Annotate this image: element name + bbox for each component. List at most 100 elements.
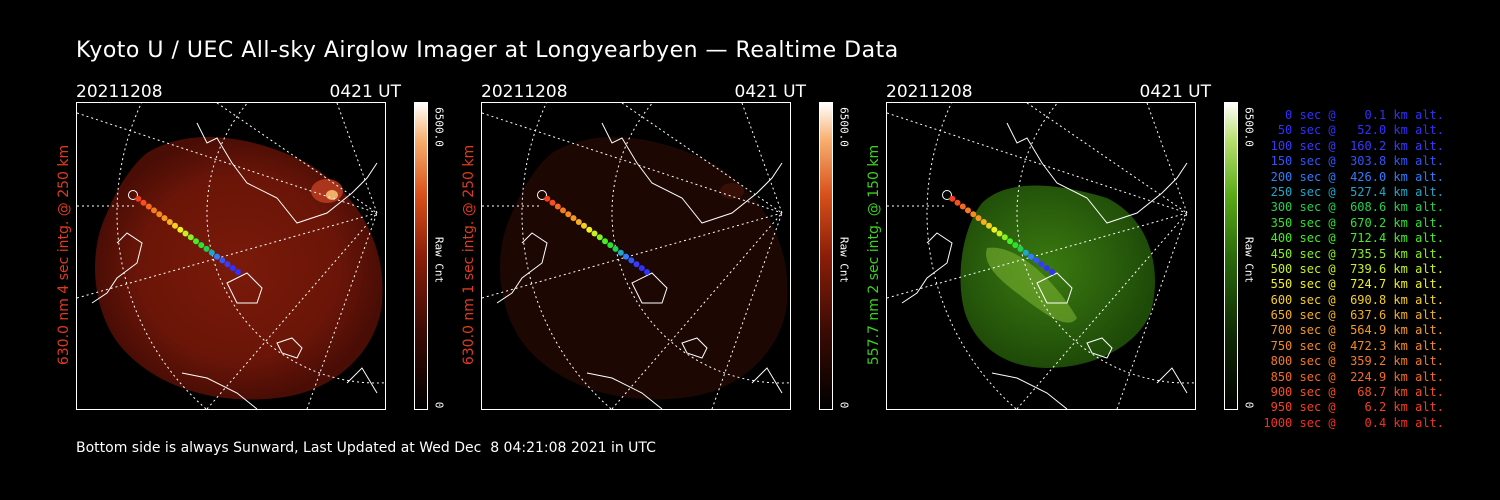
trajectory-dot [575, 219, 582, 225]
trajectory-dot [1017, 245, 1024, 252]
colorbar-max: 6500.0 [432, 107, 446, 147]
trajectory-dot [591, 230, 598, 237]
trajectory-dot [628, 257, 635, 264]
allsky-image [886, 102, 1196, 410]
trajectory-dot [229, 265, 236, 272]
colorbar [414, 102, 428, 410]
trajectory-dot [128, 190, 138, 200]
allsky-map-svg [482, 103, 790, 409]
legend-row: 900 sec @ 68.7 km alt. [1270, 385, 1444, 400]
allsky-image [481, 102, 791, 410]
coastlines [496, 122, 783, 409]
trajectory-dot [554, 203, 561, 210]
trajectory-dot [198, 242, 205, 249]
legend-row: 150 sec @ 303.8 km alt. [1270, 154, 1444, 169]
trajectory-dot [1001, 234, 1008, 241]
legend-row: 100 sec @ 160.2 km alt. [1270, 138, 1444, 153]
trajectory-dot [996, 230, 1003, 237]
trajectory-dot [145, 203, 152, 210]
legend-row: 300 sec @ 608.6 km alt. [1270, 200, 1444, 215]
legend-row: 600 sec @ 690.8 km alt. [1270, 292, 1444, 307]
trajectory-dot [644, 269, 650, 275]
panel-time: 0421 UT [1139, 82, 1212, 102]
legend-row: 500 sec @ 739.6 km alt. [1270, 261, 1444, 276]
airglow-panel-1: 20211208 0421 UT 630.0 nm 4 sec intg. @ … [56, 80, 476, 430]
trajectory-dot [140, 199, 147, 206]
allsky-map-svg [77, 103, 385, 409]
trajectory-dot [177, 226, 184, 233]
legend-row: 1000 sec @ 0.4 km alt. [1263, 415, 1444, 430]
trajectory-dot [208, 249, 215, 256]
trajectory-dot [135, 195, 142, 202]
colorbar-max: 6500.0 [837, 107, 851, 147]
trajectory-dot [560, 207, 566, 214]
panel-time: 0421 UT [329, 82, 402, 102]
trajectory-dot [203, 245, 210, 252]
trajectory-dot [949, 195, 956, 202]
legend-row: 250 sec @ 527.4 km alt. [1270, 184, 1444, 199]
aurora-patch [311, 179, 343, 203]
trajectory-dot [959, 203, 966, 210]
colorbar-min: 0 [837, 401, 851, 409]
trajectory-dot [586, 226, 593, 233]
trajectory-dot [1007, 238, 1013, 245]
colorbar-unit: Raw Cnt [837, 236, 851, 284]
trajectory-dot [1028, 253, 1034, 260]
legend-row: 450 sec @ 735.5 km alt. [1270, 246, 1444, 261]
trajectory-dot [1038, 261, 1045, 268]
airglow-region [95, 136, 383, 400]
trajectory-dot [638, 265, 645, 272]
trajectory-dot [1033, 257, 1040, 264]
trajectory-dot [602, 238, 608, 245]
page-title: Kyoto U / UEC All-sky Airglow Imager at … [76, 38, 899, 63]
allsky-image [76, 102, 386, 410]
trajectory-dots [128, 190, 241, 275]
trajectory-dot [970, 211, 977, 218]
panel-time: 0421 UT [734, 82, 807, 102]
panel-date: 20211208 [76, 82, 163, 102]
allsky-map-svg [887, 103, 1195, 409]
trajectory-dot [565, 211, 572, 218]
trajectory-dot [214, 253, 220, 260]
trajectory-dot [570, 215, 577, 222]
trajectory-dot [954, 199, 961, 206]
airglow-panel-3: 20211208 0421 UT 557.7 nm 2 sec intg. @ … [866, 80, 1286, 430]
legend-row: 50 sec @ 52.0 km alt. [1277, 123, 1444, 138]
legend-row: 750 sec @ 472.3 km alt. [1270, 338, 1444, 353]
legend-row: 800 sec @ 359.2 km alt. [1270, 354, 1444, 369]
trajectory-dot [549, 199, 556, 206]
trajectory-dot [617, 249, 624, 256]
trajectory-dot [581, 222, 587, 229]
legend-row: 550 sec @ 724.7 km alt. [1270, 277, 1444, 292]
trajectory-dot [633, 261, 640, 268]
trajectory-dot [151, 207, 157, 214]
trajectory-dot [1043, 265, 1050, 272]
legend-row: 650 sec @ 637.6 km alt. [1270, 308, 1444, 323]
panel-side-label: 557.7 nm 2 sec intg. @ 150 km [866, 144, 882, 366]
legend-row: 850 sec @ 224.9 km alt. [1270, 369, 1444, 384]
trajectory-dot [166, 219, 173, 225]
trajectory-dot [219, 257, 226, 264]
trajectory-dot [182, 230, 189, 237]
legend-row: 950 sec @ 6.2 km alt. [1270, 400, 1444, 415]
colorbar-unit: Raw Cnt [1242, 236, 1256, 284]
panel-side-label: 630.0 nm 4 sec intg. @ 250 km [56, 144, 72, 366]
trajectory-dot [224, 261, 231, 268]
aurora-band [986, 247, 1077, 323]
trajectory-dots [942, 190, 1055, 275]
colorbar-min: 0 [432, 401, 446, 409]
legend-row: 0 sec @ 0.1 km alt. [1285, 108, 1444, 122]
trajectory-dot [980, 219, 987, 225]
legend-row: 400 sec @ 712.4 km alt. [1270, 231, 1444, 246]
trajectory-dot [612, 245, 619, 252]
airglow-panel-2: 20211208 0421 UT 630.0 nm 1 sec intg. @ … [461, 80, 881, 430]
trajectory-dot [537, 190, 547, 200]
trajectory-legend: 0 sec @ 0.1 km alt. 50 sec @ 52.0 km alt.… [1262, 108, 1444, 431]
legend-row: 200 sec @ 426.0 km alt. [1270, 169, 1444, 184]
trajectory-dot [991, 226, 998, 233]
trajectory-dot [986, 222, 992, 229]
trajectory-dot [965, 207, 971, 214]
legend-row: 700 sec @ 564.9 km alt. [1270, 323, 1444, 338]
trajectory-dot [607, 242, 614, 249]
trajectory-dot [596, 234, 603, 241]
